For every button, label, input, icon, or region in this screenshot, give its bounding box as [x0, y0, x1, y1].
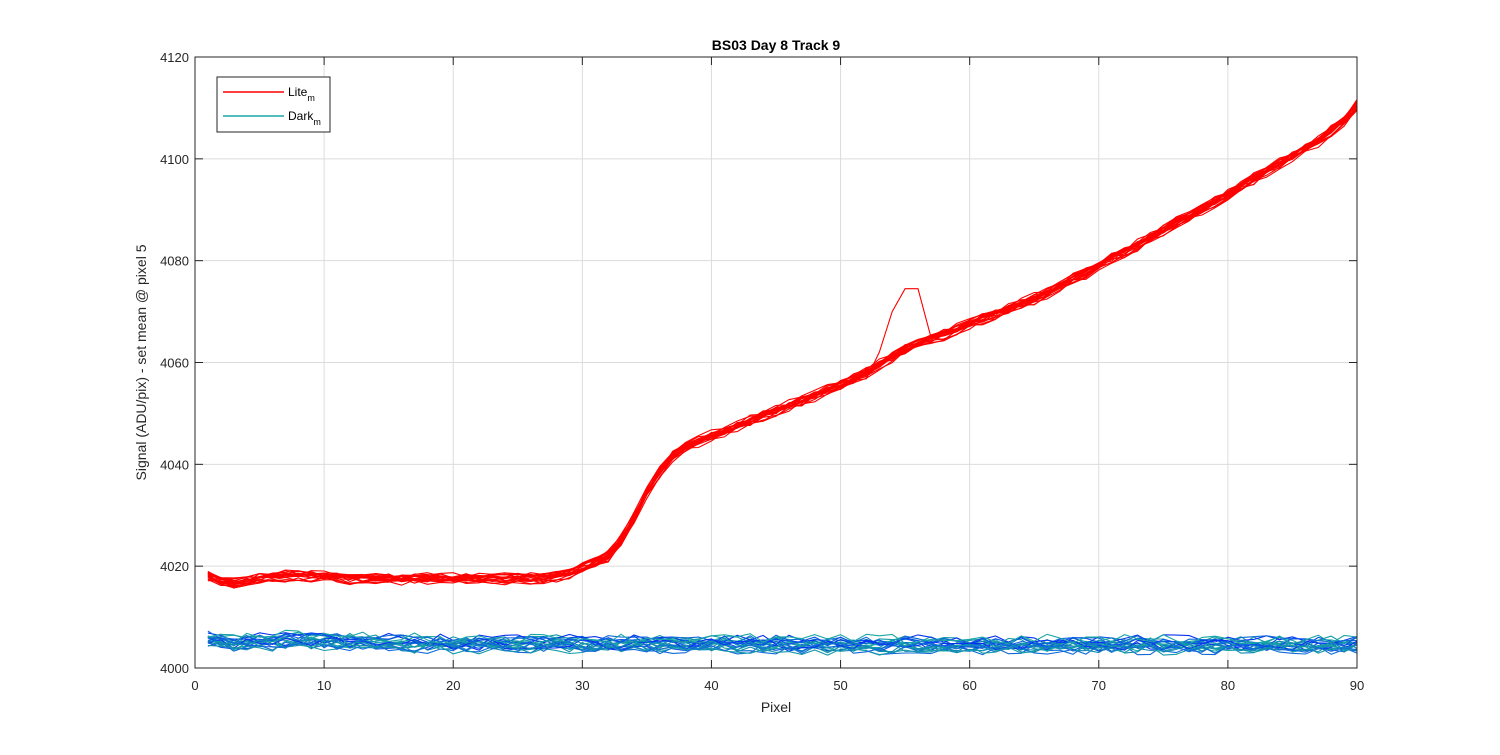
series-line-lite — [207, 101, 1358, 583]
legend-entry-lite-base: Lite — [288, 85, 308, 99]
y-tick-label: 4120 — [160, 50, 189, 65]
series-line-lite — [207, 107, 1358, 585]
series-line-dark — [207, 638, 1358, 653]
series-line-lite — [207, 105, 1358, 580]
series-line-lite — [207, 100, 1358, 580]
legend: Litem Darkm — [216, 76, 331, 133]
y-tick-label: 4100 — [160, 152, 189, 167]
x-tick-label: 90 — [1350, 678, 1364, 693]
legend-entry-dark-base: Dark — [288, 109, 314, 123]
x-tick-label: 10 — [317, 678, 331, 693]
series-line-lite — [207, 102, 1358, 585]
ticks: 0 10 20 30 40 50 60 70 80 90 4000 4020 4040 4060 4080 4… — [160, 50, 1364, 693]
y-tick-label: 4040 — [160, 457, 189, 472]
series-line-lite — [207, 107, 1358, 588]
series-line-lite — [207, 107, 1358, 587]
x-tick-label: 70 — [1092, 678, 1106, 693]
series-line-dark — [207, 638, 1358, 654]
series-line-dark — [207, 632, 1358, 646]
series-line-lite — [207, 110, 1358, 589]
series-line-lite — [207, 107, 1358, 583]
series-line-dark — [207, 634, 1358, 649]
series-line-lite — [207, 103, 1358, 583]
x-tick-label: 80 — [1221, 678, 1235, 693]
x-tick-label: 0 — [191, 678, 198, 693]
x-tick-label: 20 — [446, 678, 460, 693]
x-tick-label: 30 — [575, 678, 589, 693]
series-line-dark — [207, 633, 1358, 650]
y-tick-label: 4080 — [160, 254, 189, 269]
series-line-lite — [207, 106, 1358, 583]
series-line-lite — [207, 104, 1358, 585]
series-line-lite — [207, 99, 1358, 583]
series-line-lite — [207, 107, 1358, 589]
y-tick-label: 4000 — [160, 661, 189, 676]
x-axis-label: Pixel — [761, 699, 791, 715]
y-axis-label: Signal (ADU/pix) - set mean @ pixel 5 — [133, 244, 149, 480]
y-tick-label: 4020 — [160, 559, 189, 574]
legend-entry-lite: Litem — [288, 85, 315, 103]
series-line-lite — [207, 104, 1358, 582]
y-tick-label: 4060 — [160, 356, 189, 371]
series-layer — [207, 99, 1358, 656]
legend-entry-dark: Darkm — [288, 109, 321, 127]
legend-entry-lite-sub: m — [307, 93, 315, 103]
x-tick-label: 50 — [833, 678, 847, 693]
x-tick-label: 40 — [704, 678, 718, 693]
chart-title: BS03 Day 8 Track 9 — [712, 37, 841, 53]
series-line-lite — [207, 101, 1358, 586]
series-line-dark — [207, 640, 1358, 656]
series-line-dark — [207, 630, 1358, 647]
x-tick-label: 60 — [962, 678, 976, 693]
legend-box — [216, 76, 331, 133]
series-line-lite — [207, 104, 1358, 579]
series-line-dark — [207, 629, 1358, 645]
series-line-lite — [207, 103, 1358, 585]
legend-entry-dark-sub: m — [313, 117, 321, 127]
series-line-lite — [207, 106, 1358, 585]
series-line-lite — [207, 108, 1358, 587]
